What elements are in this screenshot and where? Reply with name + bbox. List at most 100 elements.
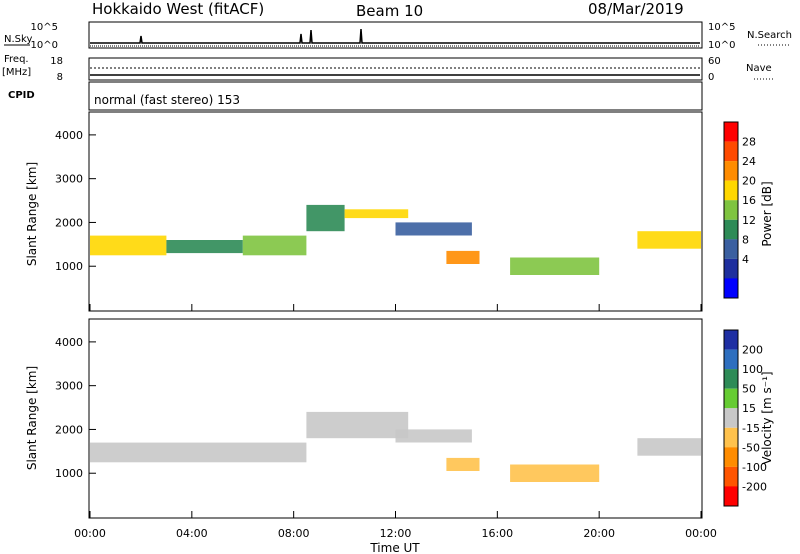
colorbar-swatch (724, 369, 738, 389)
data-band (242, 235, 307, 256)
colorbar-tick-label: -15 (742, 422, 760, 435)
noise-tick-right-bottom: 10^0 (708, 40, 735, 51)
x-tick-label: 16:00 (481, 527, 513, 540)
colorbar-tick-label: 50 (742, 383, 756, 396)
colorbar-tick-label: 16 (742, 194, 756, 207)
colorbar-swatch (724, 330, 738, 350)
colorbar-swatch (724, 122, 738, 142)
x-tick-label: 12:00 (380, 527, 412, 540)
nave-label: Nave (746, 63, 772, 74)
colorbar-swatch (724, 258, 738, 279)
velocity-colorbar-label: Velocity [m s⁻¹] (760, 371, 774, 464)
colorbar-swatch (724, 239, 738, 259)
velocity-y-axis-title: Slant Range [km] (25, 366, 39, 470)
colorbar-tick-label: 200 (742, 344, 763, 357)
data-band (90, 442, 307, 463)
data-band (510, 257, 600, 275)
colorbar-tick-label: 15 (742, 402, 756, 415)
data-band (510, 464, 600, 482)
mode-text: normal (fast stereo) 153 (94, 93, 240, 107)
data-band (395, 222, 472, 236)
colorbar-tick-label: 28 (742, 136, 756, 149)
nave-tick-top: 60 (708, 56, 721, 67)
colorbar-swatch (724, 180, 738, 201)
x-tick-label: 20:00 (583, 527, 615, 540)
y-tick-label: 1000 (55, 260, 83, 273)
y-tick-label: 4000 (55, 129, 83, 142)
noise-tick-left-top: 10^5 (31, 22, 58, 33)
freq-tick-bottom: 8 (57, 72, 63, 83)
colorbar-swatch (724, 447, 738, 467)
freq-tick-top: 18 (50, 56, 63, 67)
freq-panel-frame (88, 57, 703, 81)
data-band (446, 457, 480, 471)
freq-label: Freq. (4, 54, 29, 65)
noise-tick-right-top: 10^5 (708, 22, 735, 33)
sky-noise-line (90, 28, 700, 44)
y-tick-label: 3000 (55, 173, 83, 186)
power-y-axis-title: Slant Range [km] (25, 162, 39, 266)
colorbar-swatch (724, 200, 738, 220)
colorbar-swatch (724, 388, 738, 409)
x-axis-title: Time UT (369, 541, 420, 554)
data-band (166, 240, 243, 254)
cpid-label: CPID (8, 90, 35, 101)
data-band (90, 235, 167, 256)
y-tick-label: 1000 (55, 467, 83, 480)
colorbar-tick-label: 20 (742, 175, 756, 188)
colorbar-swatch (724, 161, 738, 181)
noise-panel-frame (88, 21, 703, 49)
colorbar-frame (723, 329, 739, 507)
cpid-panel-frame (88, 81, 703, 111)
colorbar-swatch (724, 349, 738, 370)
colorbar-tick-label: 4 (742, 253, 749, 266)
power-data (90, 204, 701, 275)
data-band (395, 429, 472, 443)
y-tick-label: 4000 (55, 336, 83, 349)
colorbar-tick-label: -50 (742, 441, 760, 454)
data-band (637, 231, 701, 249)
colorbar-tick-label: -200 (742, 480, 767, 493)
colorbar-swatch (724, 278, 738, 298)
x-tick-label: 00:00 (74, 527, 106, 540)
freq-unit-label: [MHz] (2, 67, 31, 78)
colorbar-swatch (724, 219, 738, 240)
axis-ticks: 00:00 04:00 08:00 12:00 16:00 20:00 00:00 1000 2… (55, 129, 717, 540)
data-band (306, 411, 409, 439)
y-tick-label: 2000 (55, 216, 83, 229)
x-tick-label: 00:00 (685, 527, 717, 540)
colorbar-swatch (724, 466, 738, 487)
colorbar-swatch (724, 427, 738, 448)
velocity-panel (88, 318, 703, 519)
nsearch-label: N.Search (747, 30, 792, 41)
beam-label: Beam 10 (356, 2, 423, 20)
station-title: Hokkaido West (fitACF) (92, 0, 264, 18)
colorbar-tick-label: -100 (742, 461, 767, 474)
colorbar-tick-label: 100 (742, 363, 763, 376)
x-tick-label: 04:00 (176, 527, 208, 540)
noise-tick-left-bottom: 10^0 (31, 40, 58, 51)
y-tick-label: 3000 (55, 380, 83, 393)
colorbar-frame (723, 121, 739, 299)
y-tick-label: 2000 (55, 423, 83, 436)
date-label: 08/Mar/2019 (588, 0, 684, 18)
colorbar-tick-label: 8 (742, 233, 749, 246)
colorbar-swatch (724, 141, 738, 162)
colorbar-tick-label: 12 (742, 214, 756, 227)
colorbar-tick-label: 24 (742, 155, 756, 168)
data-band (306, 204, 345, 232)
x-tick-label: 08:00 (278, 527, 310, 540)
colorbar-swatch (724, 408, 738, 428)
power-colorbar-label: Power [dB] (760, 181, 774, 246)
data-band (446, 250, 480, 264)
nave-tick-bottom: 0 (708, 72, 714, 83)
power-panel (88, 111, 703, 312)
nsky-label: N.Sky (4, 34, 32, 45)
power-colorbar: 28 24 20 16 12 8 4 (723, 121, 756, 299)
colorbar-swatch (724, 486, 738, 506)
data-band (344, 209, 409, 219)
velocity-colorbar: 200 100 50 15 -15 -50 -100 -200 (723, 329, 767, 507)
velocity-data (90, 411, 701, 482)
data-band (637, 438, 701, 456)
